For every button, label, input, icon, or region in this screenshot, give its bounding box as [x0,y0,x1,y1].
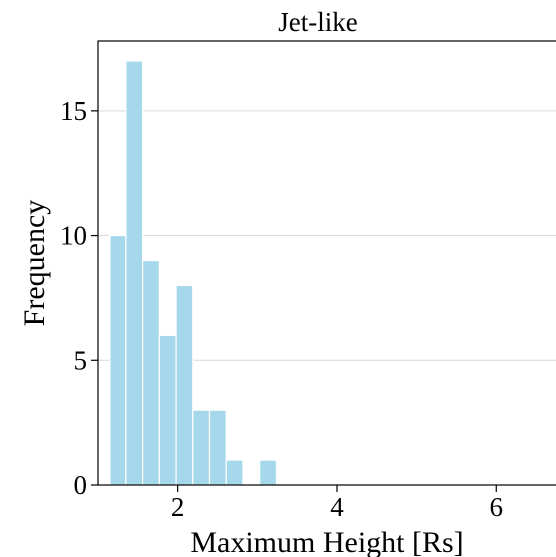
x-tick-label: 6 [490,492,504,522]
histogram-bar [142,259,160,486]
x-axis-ticks: 2 4 6 [171,485,503,522]
histogram-bar [208,409,227,486]
grid-lines [98,110,556,361]
histogram-bar [158,334,177,486]
y-axis-label: Frequency [18,200,51,327]
histogram-bar [259,459,278,486]
histogram-bars [109,60,278,486]
y-tick-label: 5 [74,345,88,375]
x-tick-label: 4 [330,492,344,522]
histogram-bar [109,234,127,486]
x-tick-label: 2 [171,492,185,522]
histogram-bar [192,409,211,486]
chart-title: Jet-like [278,7,357,37]
histogram-bar [125,60,144,486]
y-tick-label: 10 [60,221,87,251]
plot-frame [97,40,556,486]
histogram-bar [225,459,244,486]
y-tick-label: 15 [60,96,87,126]
histogram-bar [175,284,194,486]
y-axis-ticks: 0 5 10 15 [60,96,98,500]
y-tick-label: 0 [74,470,88,500]
x-axis-label: Maximum Height [Rs] [190,526,463,557]
